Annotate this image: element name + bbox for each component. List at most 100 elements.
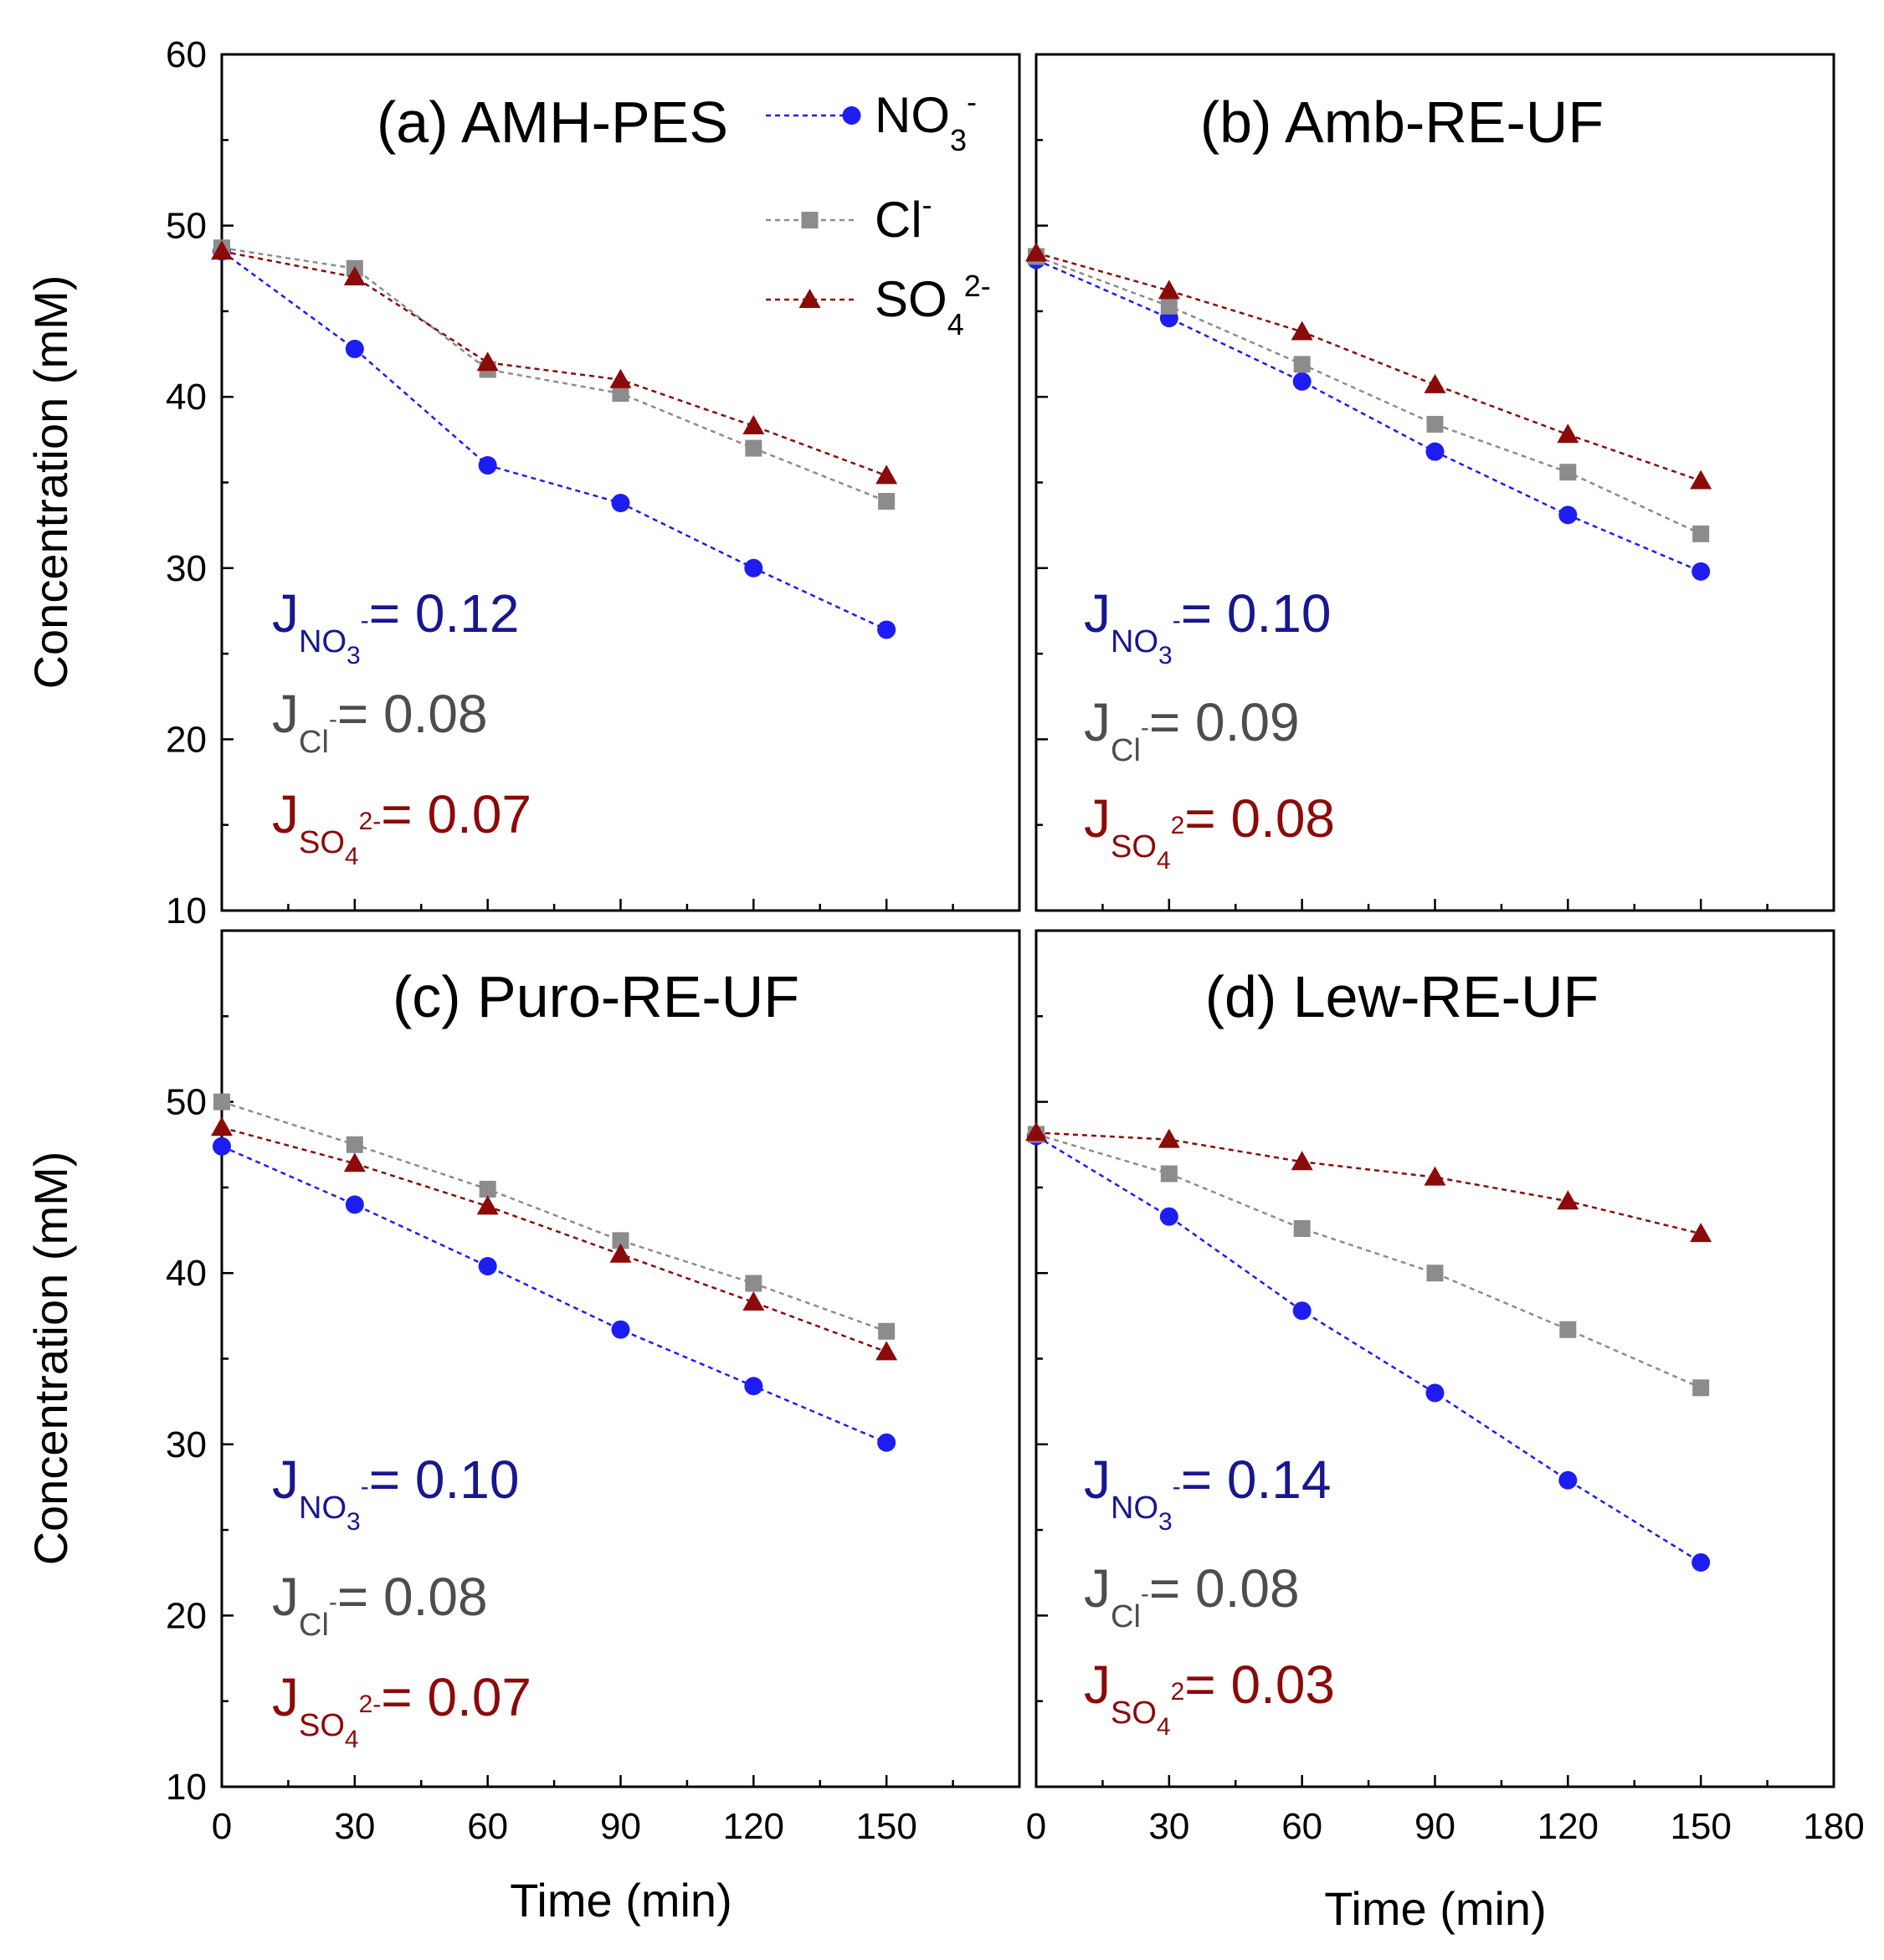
flux-ion-subscript: 4 [345, 843, 359, 870]
series-line [1035, 1131, 1702, 1235]
series-cl [213, 1093, 896, 1340]
data-point [745, 439, 762, 457]
x-tick-label: 120 [723, 1806, 784, 1847]
data-point [745, 1275, 762, 1292]
y-tick-label: 10 [166, 1767, 207, 1808]
data-point [213, 1093, 230, 1111]
flux-annotation: JCl-= 0.08 [272, 684, 488, 760]
series-cl [1028, 1126, 1710, 1397]
x-tick-label: 90 [600, 1806, 641, 1847]
data-point [1160, 1165, 1178, 1183]
legend-marker [798, 289, 821, 308]
flux-symbol: J [272, 1449, 299, 1510]
legend-marker [842, 106, 861, 125]
y-tick-label: 50 [166, 206, 207, 247]
flux-value: = 0.10 [1181, 583, 1332, 644]
series-line [221, 1126, 887, 1353]
legend-marker [801, 212, 819, 228]
flux-symbol: J [1084, 1449, 1111, 1510]
data-point [343, 1152, 366, 1172]
series-no3 [1027, 250, 1711, 581]
flux-ion-charge: 2- [359, 808, 382, 835]
flux-ion-subscript: 4 [1157, 1713, 1171, 1741]
data-point [476, 1195, 499, 1215]
flux-ion: Cl [1111, 733, 1141, 768]
flux-annotation: JCl-= 0.08 [272, 1567, 488, 1643]
panel-title: (d) Lew-RE-UF [1205, 964, 1599, 1029]
data-point [609, 368, 632, 388]
y-tick-label: 50 [166, 1082, 207, 1123]
data-point [744, 558, 763, 577]
data-point [1293, 1220, 1311, 1238]
flux-ion: NO [299, 1491, 347, 1526]
series-line [221, 1145, 887, 1444]
flux-ion: SO [299, 1708, 345, 1743]
flux-ion: SO [1111, 1696, 1157, 1731]
y-axis-title: Concentration (mM) [24, 1152, 77, 1566]
legend-ion: Cl [875, 192, 922, 248]
flux-value: = 0.12 [369, 583, 520, 644]
data-point [211, 1116, 233, 1136]
data-point [479, 1180, 496, 1198]
y-tick-label: 40 [166, 1253, 207, 1294]
flux-value: = 0.08 [337, 1567, 488, 1627]
x-tick-label: 90 [1414, 1806, 1455, 1847]
legend-ion-subscript: 4 [947, 307, 964, 341]
data-point [612, 385, 629, 403]
data-point [609, 1243, 632, 1263]
y-tick-label: 20 [166, 719, 207, 760]
flux-annotation: JCl-= 0.09 [1084, 692, 1300, 768]
legend-ion-charge: - [967, 85, 977, 119]
legend-ion-subscript: 3 [950, 123, 967, 157]
axis-titles: Concentration (mM) Concentration (mM) Time… [24, 275, 1547, 1935]
x-tick-label: 30 [1148, 1806, 1189, 1847]
data-point [611, 1320, 630, 1339]
legend-ion: SO [875, 271, 947, 327]
x-axis-title: Time (min) [510, 1874, 732, 1927]
series-line [1035, 252, 1702, 482]
data-point [343, 265, 366, 285]
data-point [1559, 464, 1577, 481]
flux-value: = 0.08 [337, 684, 488, 744]
flux-value: = 0.08 [1149, 1558, 1300, 1619]
flux-symbol: J [1084, 1655, 1111, 1715]
series-line [221, 250, 887, 631]
flux-annotation: JSO42-= 0.07 [272, 1667, 531, 1753]
flux-ion-charge: 2- [359, 1691, 382, 1718]
legend-label: Cl- [875, 187, 932, 248]
series-line [1035, 1133, 1702, 1389]
x-tick-label: 0 [1026, 1806, 1046, 1847]
data-point [1291, 321, 1313, 341]
data-point [1292, 1301, 1312, 1321]
flux-ion-subscript: 4 [1157, 847, 1171, 875]
flux-ion: Cl [299, 1608, 329, 1643]
data-point [1158, 280, 1180, 300]
data-point [1025, 242, 1047, 262]
data-point [877, 1433, 896, 1452]
data-point [1158, 1128, 1180, 1148]
x-axis-title: Time (min) [1324, 1882, 1546, 1935]
data-point [1559, 1321, 1577, 1338]
data-point [875, 464, 898, 485]
data-point [1292, 372, 1312, 391]
flux-ion-subscript: 3 [1158, 642, 1173, 670]
series-line [1035, 255, 1702, 536]
data-point [1557, 423, 1579, 444]
flux-symbol: J [272, 684, 299, 744]
flux-annotation: JSO42-= 0.07 [272, 784, 531, 870]
flux-symbol: J [1084, 692, 1111, 752]
flux-annotation: JNO3-= 0.12 [272, 583, 519, 670]
series-so42 [1025, 242, 1712, 490]
data-point [877, 620, 896, 639]
flux-symbol: J [272, 1567, 299, 1627]
series-so42 [211, 1116, 898, 1361]
panel-title: (b) Amb-RE-UF [1200, 90, 1604, 155]
x-tick-label: 60 [1281, 1806, 1322, 1847]
series-line [1035, 259, 1702, 573]
y-tick-label: 30 [166, 548, 207, 589]
